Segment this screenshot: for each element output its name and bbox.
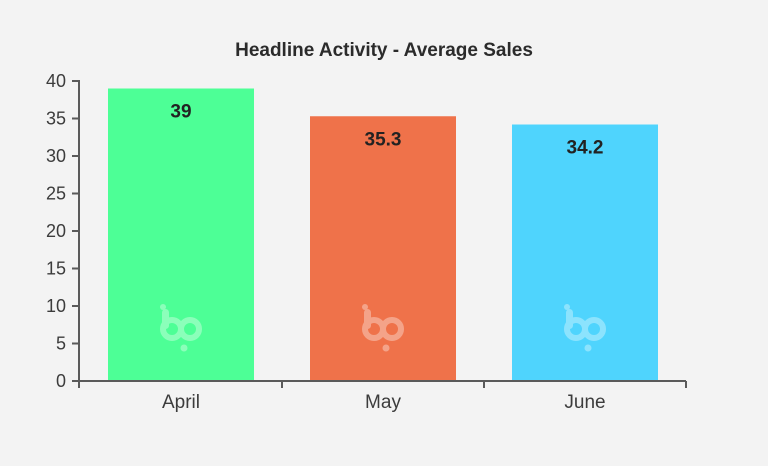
- y-tick-label: 25: [46, 184, 66, 204]
- watermark-bowl: [380, 317, 404, 341]
- y-tick-label: 5: [56, 334, 66, 354]
- x-axis-ticks: [78, 381, 687, 388]
- bar-june: [512, 124, 658, 381]
- x-tick-label: May: [365, 392, 401, 413]
- watermark-dot: [160, 304, 166, 310]
- watermark-dot: [564, 304, 570, 310]
- watermark-bowl: [178, 317, 202, 341]
- watermark-stem: [566, 309, 573, 329]
- watermark-stem: [364, 309, 371, 329]
- y-tick-label: 40: [46, 71, 66, 91]
- y-tick-label: 15: [46, 259, 66, 279]
- y-tick-label: 35: [46, 109, 66, 129]
- data-label: 34.2: [567, 138, 604, 159]
- watermark-dot: [584, 344, 592, 352]
- x-axis-labels: April May June: [162, 392, 606, 413]
- watermark-logo: [362, 304, 404, 352]
- watermark-bowl: [160, 317, 184, 341]
- watermark-bowl: [582, 317, 606, 341]
- watermark-logo: [564, 304, 606, 352]
- y-tick-label: 30: [46, 146, 66, 166]
- y-tick-label: 0: [56, 371, 66, 391]
- y-tick-label: 20: [46, 221, 66, 241]
- y-tick-label: 10: [46, 296, 66, 316]
- watermark-logo: [160, 304, 202, 352]
- watermark-dot: [382, 344, 390, 352]
- axes: [78, 80, 686, 382]
- y-axis-ticks: 0 5 10 15 20 25 30 35 40: [46, 71, 80, 391]
- chart-title: Headline Activity - Average Sales: [235, 40, 533, 61]
- data-label: 39: [170, 102, 191, 123]
- x-tick-label: April: [162, 392, 200, 413]
- watermark-bowl: [564, 317, 588, 341]
- bar-may: [310, 116, 456, 381]
- bar-april: [108, 88, 254, 381]
- watermark-bowl: [362, 317, 386, 341]
- bars: 39 35.3 34.2: [108, 88, 658, 381]
- data-label: 35.3: [365, 129, 402, 150]
- watermark-stem: [162, 309, 169, 329]
- watermark-dot: [362, 304, 368, 310]
- watermark-dot: [180, 344, 188, 352]
- x-tick-label: June: [564, 392, 605, 413]
